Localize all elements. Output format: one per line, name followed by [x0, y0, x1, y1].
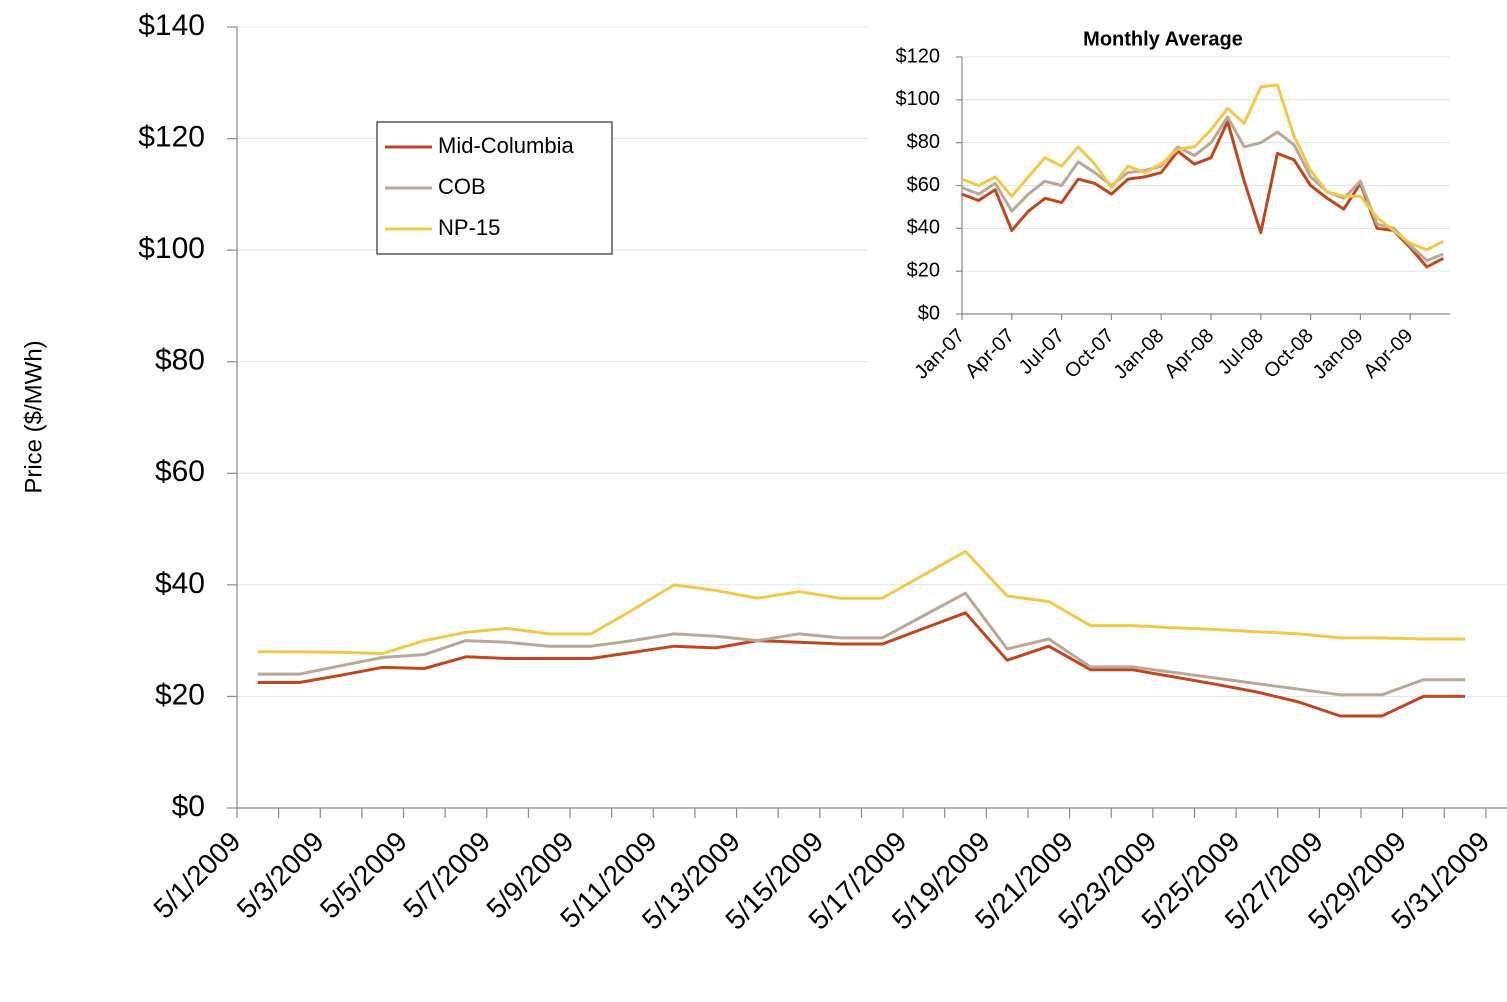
y-tick-label: $0: [918, 302, 940, 324]
y-tick-label: $100: [138, 232, 205, 265]
y-tick-label: $120: [896, 45, 941, 67]
y-tick-label: $60: [907, 174, 940, 196]
y-tick-label: $20: [155, 678, 205, 711]
y-tick-label: $100: [896, 88, 941, 110]
y-tick-label: $80: [155, 344, 205, 377]
line-series: [961, 115, 1444, 262]
line-series: [257, 611, 1466, 718]
inset-chart: $0$20$40$60$80$100$120Jan-07Apr-07Jul-07…: [868, 22, 1507, 432]
y-tick-label: $60: [155, 455, 205, 488]
y-tick-label: $40: [907, 217, 940, 239]
line-series: [257, 549, 1466, 655]
y-tick-label: $20: [907, 259, 940, 281]
y-tick-label: $40: [155, 567, 205, 600]
y-tick-label: $140: [138, 9, 205, 42]
y-tick-label: $120: [138, 120, 205, 153]
y-axis-title: Price ($/MWh): [20, 340, 47, 493]
chart-title: Monthly Average: [1083, 28, 1243, 50]
legend-label: NP-15: [438, 215, 500, 240]
line-series: [961, 83, 1445, 252]
y-tick-label: $80: [907, 131, 940, 153]
legend-label: Mid-Columbia: [438, 133, 574, 158]
legend-label: COB: [438, 174, 486, 199]
y-tick-label: $0: [172, 790, 205, 823]
line-series: [257, 591, 1466, 697]
inset-background: [868, 22, 1507, 432]
